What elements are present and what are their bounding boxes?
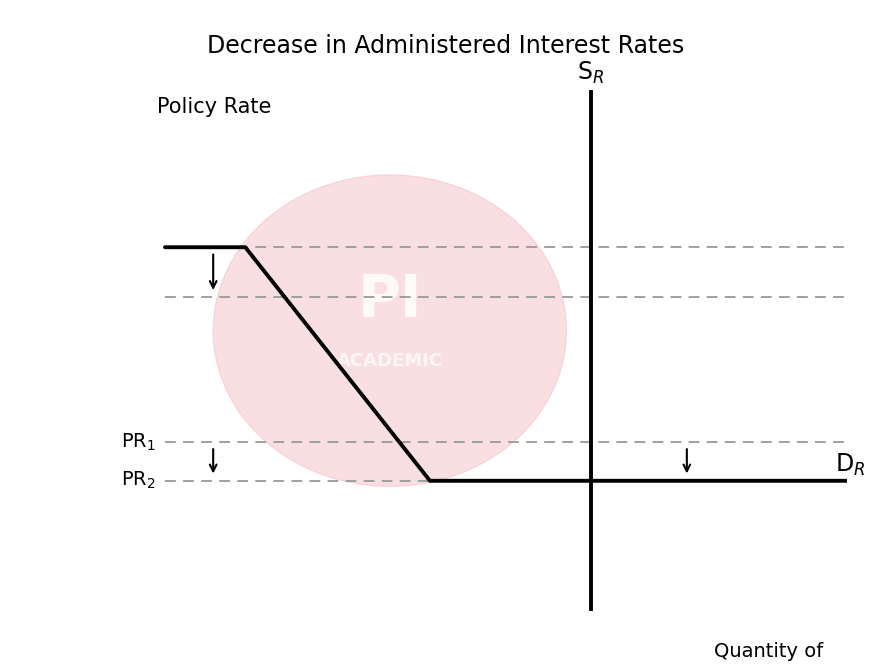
Text: PI: PI bbox=[358, 271, 422, 328]
Text: PR$_1$: PR$_1$ bbox=[120, 431, 155, 452]
Ellipse shape bbox=[213, 175, 566, 486]
Text: ACADEMIC: ACADEMIC bbox=[337, 352, 442, 371]
Text: D$_R$: D$_R$ bbox=[835, 452, 866, 478]
Text: Policy Rate: Policy Rate bbox=[157, 97, 271, 117]
Text: S$_R$: S$_R$ bbox=[577, 60, 604, 86]
Text: PR$_2$: PR$_2$ bbox=[120, 470, 155, 491]
Text: Quantity of: Quantity of bbox=[714, 642, 823, 661]
Text: Decrease in Administered Interest Rates: Decrease in Administered Interest Rates bbox=[207, 34, 685, 58]
